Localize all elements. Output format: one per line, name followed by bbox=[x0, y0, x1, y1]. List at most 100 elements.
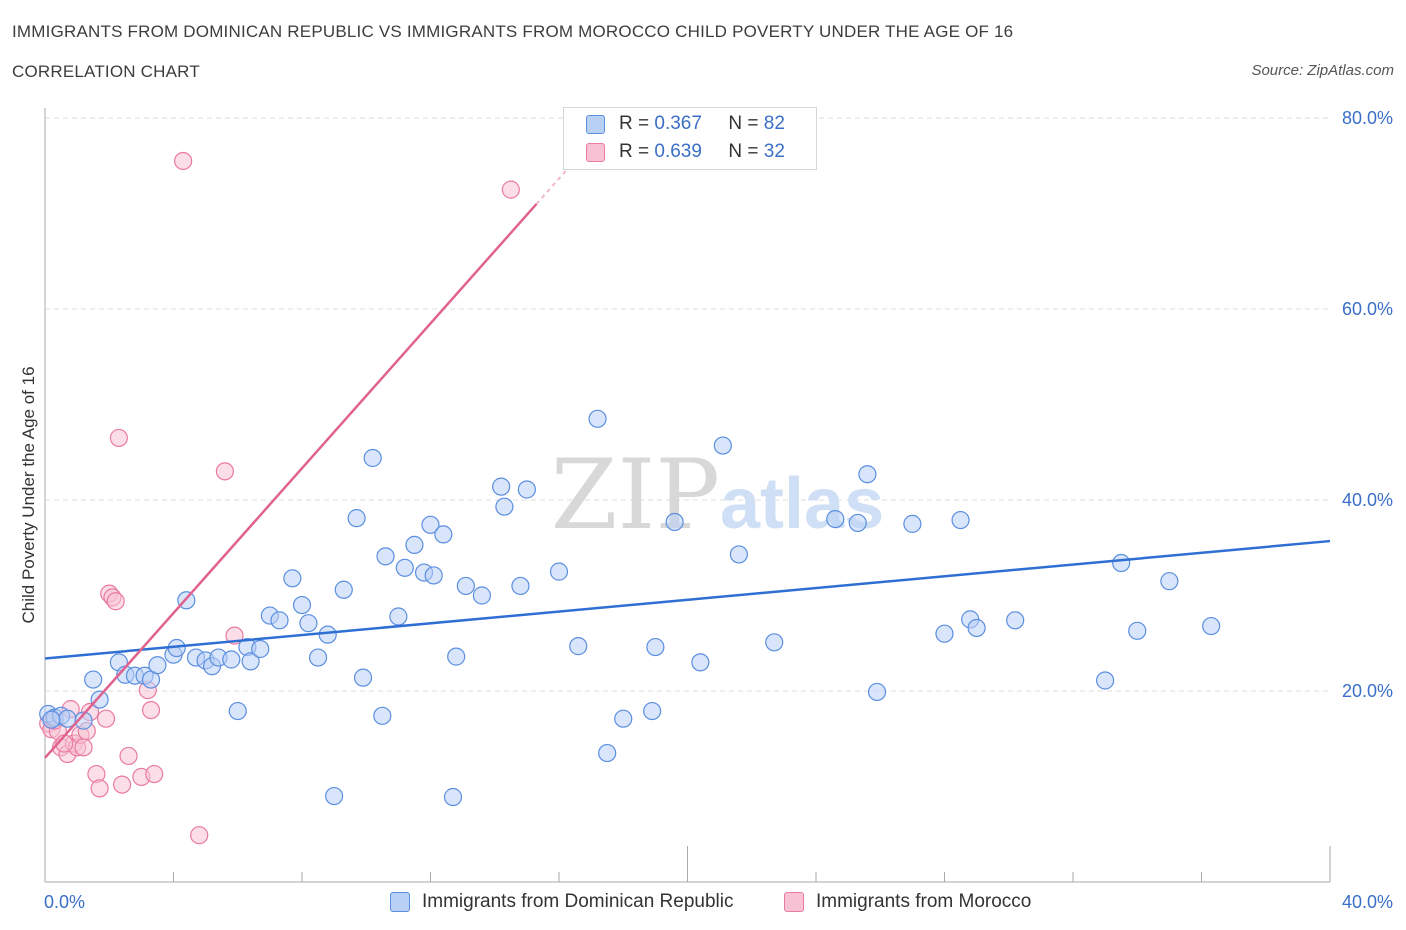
legend-swatch-blue bbox=[586, 114, 605, 134]
dominican-point bbox=[283, 569, 302, 588]
dominican-point bbox=[222, 650, 241, 669]
dominican-point bbox=[1160, 572, 1179, 591]
bottom-legend-dominican: Immigrants from Dominican Republic bbox=[390, 890, 734, 914]
morocco-point bbox=[190, 826, 209, 845]
dominican-point bbox=[405, 535, 424, 554]
dominican-point bbox=[858, 465, 877, 484]
dominican-point bbox=[395, 558, 414, 577]
bottom-legend-label-dominican: Immigrants from Dominican Republic bbox=[422, 891, 734, 912]
dominican-point bbox=[935, 624, 954, 643]
dominican-point bbox=[318, 625, 337, 644]
dominican-point bbox=[373, 706, 392, 725]
morocco-point bbox=[112, 775, 132, 794]
dominican-point bbox=[713, 436, 732, 455]
dominican-point bbox=[447, 647, 466, 666]
dominican-point bbox=[443, 787, 463, 807]
morocco-point bbox=[96, 709, 116, 728]
dominican-point bbox=[511, 576, 530, 596]
dominican-point bbox=[643, 701, 662, 721]
dominican-point bbox=[42, 710, 61, 729]
y-tick-label: 60.0% bbox=[1342, 299, 1393, 319]
axes bbox=[44, 108, 1331, 883]
legend-n-value-dominican: 82 bbox=[763, 113, 785, 134]
legend-r-value-dominican: 0.367 bbox=[654, 113, 702, 134]
dominican-point bbox=[646, 637, 665, 657]
morocco-point bbox=[90, 779, 109, 798]
dominican-point bbox=[1006, 611, 1025, 630]
morocco-point bbox=[119, 746, 138, 766]
morocco-points bbox=[39, 151, 520, 845]
morocco-point bbox=[106, 592, 125, 611]
morocco-point bbox=[215, 462, 234, 481]
dominican-point bbox=[292, 595, 312, 615]
dominican-point bbox=[967, 618, 986, 638]
correlation-legend: R = 0.367 N = 82 R = 0.639 N = 32 bbox=[563, 107, 817, 170]
dominican-point bbox=[241, 652, 260, 671]
dominican-point bbox=[424, 566, 443, 585]
dominican-point bbox=[517, 480, 536, 499]
dominican-point bbox=[90, 690, 109, 709]
dominican-point bbox=[598, 743, 617, 763]
dominican-point bbox=[325, 786, 344, 806]
morocco-point bbox=[109, 428, 128, 448]
legend-row-morocco: R = 0.639 N = 32 bbox=[586, 140, 785, 164]
dominican-point bbox=[951, 510, 970, 530]
dominican-point bbox=[148, 656, 167, 675]
dominican-point bbox=[691, 653, 710, 672]
dominican-point bbox=[492, 477, 511, 496]
dominican-point bbox=[1128, 621, 1147, 640]
morocco-point bbox=[501, 180, 520, 199]
dominican-point bbox=[1202, 616, 1221, 636]
grid-lines bbox=[45, 117, 1330, 692]
dominican-point bbox=[228, 701, 247, 721]
dominican-point bbox=[84, 670, 103, 689]
watermark-zip: ZIP bbox=[551, 439, 720, 551]
source-label: Source: ZipAtlas.com bbox=[1251, 62, 1394, 79]
morocco-point bbox=[145, 764, 164, 784]
y-tick-label: 40.0% bbox=[1342, 490, 1393, 510]
y-tick-label: 80.0% bbox=[1342, 108, 1393, 128]
morocco-point bbox=[174, 151, 193, 171]
x-tick-label-max: 40.0% bbox=[1342, 892, 1393, 912]
dominican-point bbox=[614, 709, 633, 728]
legend-n-value-morocco: 32 bbox=[763, 141, 785, 162]
chart-subtitle: CORRELATION CHART bbox=[12, 62, 200, 81]
tick-labels: 20.0% 40.0% 60.0% 80.0% 0.0% 40.0% bbox=[44, 108, 1393, 912]
dominican-point bbox=[765, 633, 784, 652]
dominican-point bbox=[495, 497, 514, 516]
dominican-point bbox=[826, 509, 845, 529]
bottom-legend-label-morocco: Immigrants from Morocco bbox=[816, 891, 1032, 912]
legend-r-label: R = bbox=[619, 113, 655, 134]
dominican-point bbox=[1096, 671, 1115, 690]
x-tick-label-min: 0.0% bbox=[44, 892, 85, 912]
legend-n-label: N = bbox=[728, 113, 764, 134]
dominican-point bbox=[569, 637, 588, 656]
dominican-point bbox=[363, 448, 382, 468]
bottom-legend-swatch-blue bbox=[390, 892, 410, 912]
dominican-point bbox=[903, 514, 922, 533]
legend-swatch-pink bbox=[586, 142, 605, 162]
dominican-point bbox=[665, 512, 684, 532]
bottom-legend-swatch-pink bbox=[784, 892, 804, 912]
dominican-point bbox=[729, 545, 749, 564]
bottom-legend-morocco: Immigrants from Morocco bbox=[784, 890, 1031, 914]
dominican-points bbox=[39, 409, 1221, 807]
morocco-trend-line bbox=[44, 203, 538, 759]
dominican-trend-line bbox=[44, 539, 1331, 660]
morocco-point bbox=[74, 738, 93, 757]
morocco-point bbox=[141, 700, 161, 720]
dominican-point bbox=[421, 515, 440, 534]
legend-r-value-morocco: 0.639 bbox=[654, 141, 702, 162]
dominican-point bbox=[308, 648, 328, 667]
dominican-point bbox=[1112, 553, 1131, 573]
dominican-point bbox=[347, 509, 366, 528]
dominican-point bbox=[353, 668, 373, 687]
dominican-point bbox=[549, 562, 569, 581]
y-tick-label: 20.0% bbox=[1342, 681, 1393, 701]
dominican-point bbox=[334, 580, 353, 599]
chart-title: IMMIGRANTS FROM DOMINICAN REPUBLIC VS IM… bbox=[12, 22, 1014, 41]
dominican-point bbox=[472, 586, 491, 605]
legend-n-label: N = bbox=[728, 141, 764, 162]
dominican-point bbox=[867, 682, 887, 702]
